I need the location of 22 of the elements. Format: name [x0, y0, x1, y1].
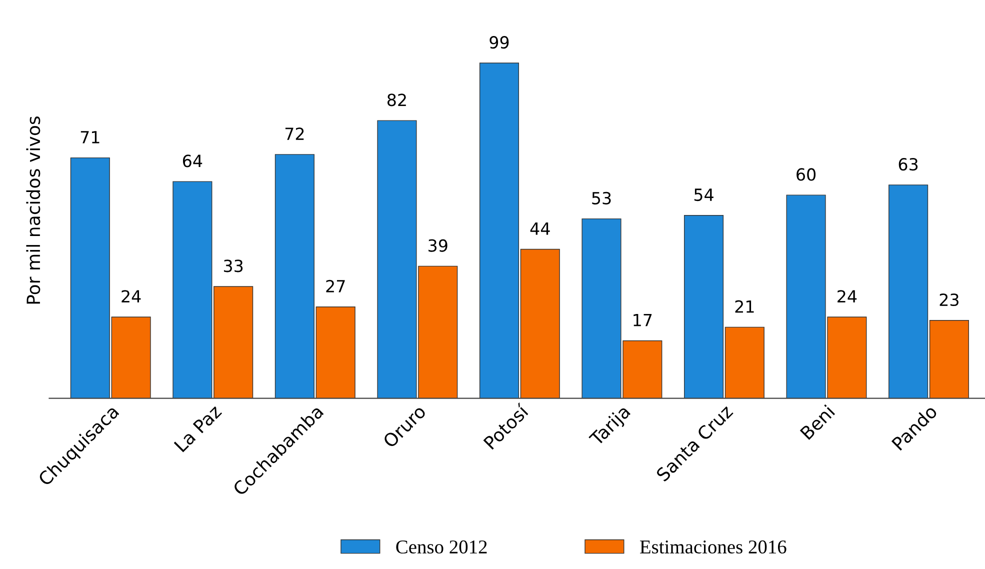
data-label: 39	[428, 239, 448, 252]
data-label: 72	[285, 127, 304, 140]
data-label: 63	[898, 158, 918, 171]
data-label: 54	[694, 188, 714, 202]
data-label: 27	[326, 280, 345, 292]
data-label: 99	[490, 36, 509, 49]
data-label: 33	[224, 260, 243, 272]
data-label: 60	[796, 168, 816, 181]
data-label: 23	[940, 293, 958, 306]
data-label: 71	[80, 131, 100, 144]
legend-label: Estimaciones 2016	[640, 540, 786, 554]
x-tick-label: La Paz	[174, 404, 222, 452]
data-label: 21	[735, 300, 754, 313]
data-label: 44	[530, 222, 550, 235]
data-label: 24	[122, 290, 141, 302]
data-label: 53	[592, 192, 611, 204]
data-label: 82	[387, 94, 406, 106]
data-label: 64	[182, 154, 202, 168]
data-label: 24	[838, 290, 857, 302]
data-label: 17	[634, 314, 652, 326]
y-axis-title: Por mil nacidos vivos	[26, 116, 40, 304]
legend-label: Censo 2012	[396, 540, 487, 554]
